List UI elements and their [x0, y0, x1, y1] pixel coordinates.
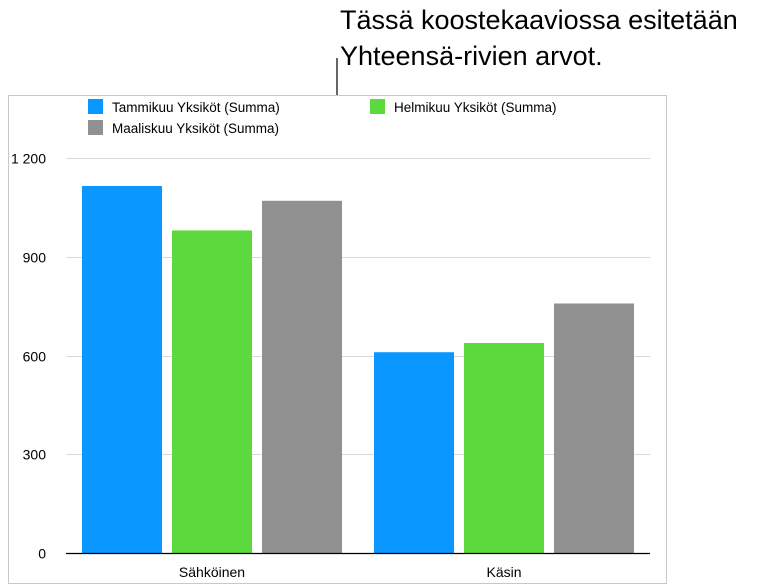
gridlines: [66, 158, 650, 455]
callout-line-1: Tässä koostekaaviossa esitetään: [340, 5, 738, 35]
callout-text: Tässä koostekaaviossa esitetään Yhteensä…: [340, 2, 780, 74]
bar: [172, 230, 252, 553]
legend: Tammikuu Yksiköt (Summa) Helmikuu Yksiköt…: [88, 99, 557, 136]
y-tick-label: 300: [23, 447, 47, 463]
legend-label: Maaliskuu Yksiköt (Summa): [112, 121, 279, 136]
legend-swatch: [88, 120, 103, 135]
x-category-label: Sähköinen: [179, 564, 245, 580]
chart-frame: [8, 95, 667, 584]
y-tick-label: 900: [23, 250, 47, 266]
y-tick-label: 1 200: [11, 151, 46, 167]
bar: [82, 185, 162, 553]
bar: [554, 303, 634, 553]
y-tick-label: 0: [38, 546, 46, 562]
legend-label: Helmikuu Yksiköt (Summa): [394, 100, 557, 115]
y-tick-label: 600: [23, 349, 47, 365]
bar: [464, 342, 544, 553]
axes: 0 300 600 900 1 200 Sähköinen Käsin: [11, 151, 650, 580]
bar: [262, 200, 342, 553]
bar: [374, 352, 454, 553]
callout-line-2: Yhteensä-rivien arvot.: [340, 41, 603, 71]
legend-label: Tammikuu Yksiköt (Summa): [112, 100, 280, 115]
legend-swatch: [370, 99, 385, 114]
bars: [82, 185, 634, 553]
x-category-label: Käsin: [486, 564, 521, 580]
legend-swatch: [88, 99, 103, 114]
